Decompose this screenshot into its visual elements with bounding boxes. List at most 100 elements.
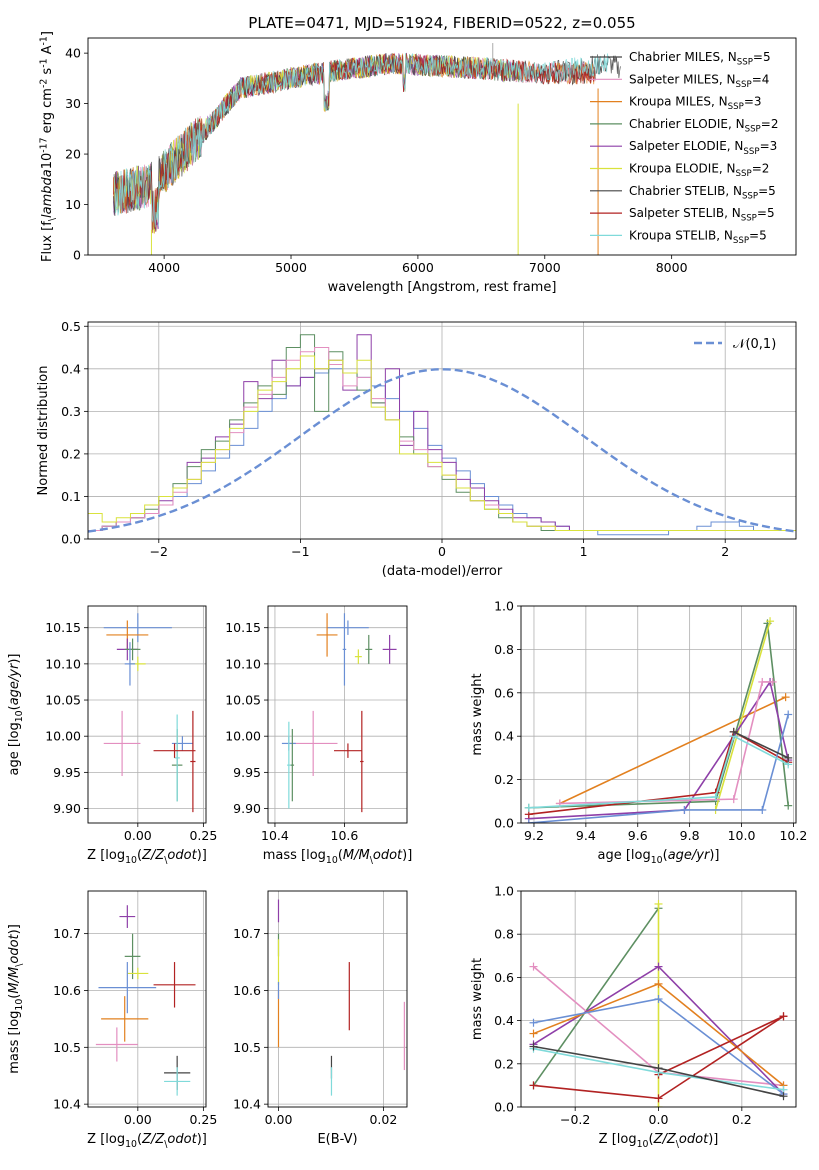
legend-label: Chabrier STELIB, NSSP=5 [629, 184, 776, 202]
figure-title: PLATE=0471, MJD=51924, FIBERID=0522, z=0… [248, 14, 635, 32]
x-tick-label: 0.0 [649, 1112, 669, 1127]
y-tick-label: 10 [65, 197, 81, 212]
y-tick-label: 0.0 [61, 532, 81, 547]
y-axis-label: Normed distribution [36, 366, 51, 496]
x-tick-label: 9.2 [524, 828, 544, 843]
y-axis-label: age [log10(age/yr)] [7, 653, 25, 775]
x-axis-label: age [log10(age/yr)] [597, 848, 719, 866]
legend-label: Salpeter MILES, NSSP=4 [629, 72, 769, 90]
y-tick-label: 1.0 [494, 599, 514, 614]
axes-frame [87, 890, 207, 1108]
weight-line [714, 620, 771, 811]
x-tick-label: 8000 [656, 260, 688, 275]
y-tick-label: 9.95 [233, 765, 261, 780]
x-tick-label: 6000 [402, 260, 434, 275]
y-tick-label: 0.8 [494, 642, 514, 657]
weight-line [528, 679, 789, 820]
legend-label: Salpeter STELIB, NSSP=5 [629, 206, 775, 224]
x-tick-label: −0.2 [560, 1112, 590, 1127]
y-tick-label: 9.90 [233, 801, 261, 816]
legend: Chabrier MILES, NSSP=5 Salpeter MILES, NS… [590, 50, 778, 246]
y-tick-label: 0.2 [494, 1056, 514, 1071]
weight-line [528, 714, 789, 823]
plot-area [277, 899, 405, 1096]
plot-area [529, 899, 788, 1107]
x-axis-label: (data-model)/error [382, 564, 503, 579]
y-tick-label: 10.4 [53, 1097, 81, 1112]
y-tick-label: 0.8 [494, 927, 514, 942]
y-tick-label: 10.6 [233, 983, 261, 998]
y-tick-label: 10.5 [233, 1040, 261, 1055]
x-axis-label: mass [log10(M/M\odot)] [263, 848, 413, 866]
y-tick-label: 40 [65, 46, 81, 61]
x-tick-label: 0.02 [369, 1112, 397, 1127]
x-tick-label: 10.0 [728, 828, 756, 843]
y-tick-label: 0.5 [61, 319, 81, 334]
normal-curve [88, 368, 796, 533]
panel-mass-vs-Z: 0.00 0.25 10.4 10.5 10.6 10.7 Z [log10(Z/Z\odo… [7, 890, 217, 1150]
y-tick-label: 9.90 [53, 801, 81, 816]
y-tick-label: 9.95 [53, 765, 81, 780]
x-axis-label: wavelength [Angstrom, rest frame] [328, 280, 557, 295]
y-tick-label: 30 [65, 96, 81, 111]
plot-area [524, 617, 793, 823]
weight-line [733, 731, 789, 759]
legend-label: Chabrier ELODIE, NSSP=2 [629, 117, 778, 135]
x-tick-label: 0.25 [189, 828, 217, 843]
y-tick-label: 0.6 [494, 970, 514, 985]
panel-weight-vs-age: 9.2 9.4 9.6 9.8 10.0 10.2 0.0 0.2 0.4 0.6 0.8 1.0 ag… [470, 599, 807, 866]
y-tick-label: 0.4 [61, 361, 81, 376]
weight-line [532, 907, 660, 1086]
y-tick-label: 0.0 [494, 816, 514, 831]
x-axis-label: Z [log10(Z/Z\odot)] [599, 1132, 719, 1150]
x-tick-label: 2 [721, 544, 729, 559]
x-tick-label: 0.25 [189, 1112, 217, 1127]
axes-frame [87, 605, 207, 824]
x-tick-label: −1 [291, 544, 309, 559]
legend-label: Kroupa STELIB, NSSP=5 [629, 228, 767, 246]
x-axis-label: Z [log10(Z/Z\odot)] [87, 848, 207, 866]
y-tick-label: 0.3 [61, 404, 81, 419]
x-tick-label: 1 [580, 544, 588, 559]
y-axis-label: Flux [f\lambda10-17 erg cm-2 s-1 A-1] [38, 31, 57, 262]
y-tick-label: 0.2 [494, 772, 514, 787]
x-tick-label: 4000 [148, 260, 180, 275]
x-tick-label: 0.00 [124, 1112, 152, 1127]
x-axis-label: E(B-V) [317, 1132, 357, 1147]
x-tick-label: 10.2 [779, 828, 807, 843]
y-tick-label: 10.15 [45, 620, 81, 635]
panel-age-vs-Z: 0.00 0.25 9.90 9.95 10.00 10.05 10.10 10.15 Z [l… [7, 605, 217, 866]
x-tick-label: 0.00 [265, 1112, 293, 1127]
y-tick-label: 10.00 [45, 729, 81, 744]
plot-area [113, 43, 621, 255]
x-tick-label: 7000 [529, 260, 561, 275]
x-tick-label: 9.6 [628, 828, 648, 843]
y-tick-label: 0.1 [61, 489, 81, 504]
y-tick-label: 10.10 [45, 656, 81, 671]
y-tick-label: 0.6 [494, 685, 514, 700]
x-tick-label: 0.00 [124, 828, 152, 843]
y-axis-label: mass [log10(M/M\odot)] [7, 924, 25, 1074]
x-tick-label: 9.4 [576, 828, 596, 843]
weight-line [559, 696, 786, 805]
x-axis-label: Z [log10(Z/Z\odot)] [87, 1132, 207, 1150]
y-tick-label: 10.05 [45, 693, 81, 708]
x-tick-label: 5000 [275, 260, 307, 275]
y-tick-label: 10.6 [53, 983, 81, 998]
y-axis-label: mass weight [470, 958, 485, 1040]
x-tick-label: 10.4 [261, 828, 289, 843]
plot-area [281, 613, 397, 813]
histogram-step [88, 355, 796, 531]
weight-line [528, 730, 789, 816]
axes-frame [267, 890, 408, 1108]
x-tick-label: 0.2 [732, 1112, 752, 1127]
axes-frame [267, 605, 408, 824]
y-tick-label: 10.15 [225, 620, 261, 635]
y-tick-label: 10.7 [233, 926, 261, 941]
y-tick-label: 10.7 [53, 926, 81, 941]
plot-area [95, 905, 196, 1096]
weight-line [658, 1015, 784, 1076]
x-tick-label: −2 [150, 544, 168, 559]
legend-label: Kroupa ELODIE, NSSP=2 [629, 162, 769, 180]
